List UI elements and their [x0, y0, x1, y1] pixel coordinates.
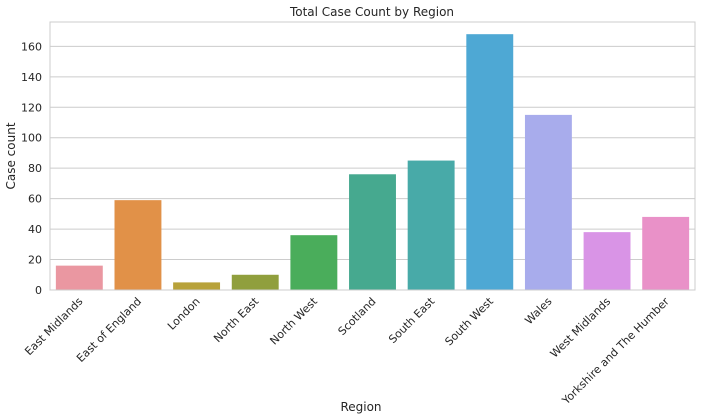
- bar: [173, 282, 221, 290]
- chart-title: Total Case Count by Region: [289, 5, 454, 19]
- x-tick-label: North East: [211, 294, 262, 345]
- x-tick-label: West Midlands: [548, 295, 614, 361]
- bar: [349, 174, 396, 290]
- x-tick-label: Yorkshire and The Humber: [559, 295, 672, 408]
- bar: [231, 274, 279, 290]
- y-tick-label: 140: [21, 71, 42, 84]
- bars: [55, 34, 690, 291]
- bar: [642, 216, 690, 290]
- y-axis-label: Case count: [4, 122, 18, 189]
- bar: [524, 114, 572, 291]
- y-tick-label: 0: [35, 284, 42, 297]
- x-tick-label: East Midlands: [22, 295, 85, 358]
- bar: [290, 235, 338, 290]
- bar: [466, 34, 514, 290]
- x-tick-label: Scotland: [336, 295, 379, 338]
- bar: [114, 200, 162, 290]
- bar: [583, 232, 631, 290]
- y-tick-label: 100: [21, 132, 42, 145]
- y-tick-label: 160: [21, 40, 42, 53]
- x-tick-label: Wales: [522, 295, 554, 327]
- y-tick-label: 40: [28, 223, 42, 236]
- y-tick-label: 60: [28, 193, 42, 206]
- x-tick-label: East of England: [74, 295, 144, 365]
- y-tick-labels: 0 20 40 60 80 100 120 140 160: [21, 40, 42, 297]
- x-axis-label: Region: [340, 400, 381, 414]
- bar: [55, 265, 103, 290]
- x-tick-label: London: [165, 295, 203, 333]
- x-tick-label: South East: [386, 294, 438, 346]
- x-tick-label: North West: [267, 294, 320, 347]
- plot-frame: [49, 21, 696, 291]
- bar: [407, 160, 455, 290]
- y-tick-label: 120: [21, 101, 42, 114]
- y-tick-label: 80: [28, 162, 42, 175]
- x-tick-label: South West: [442, 294, 496, 348]
- y-tick-label: 20: [28, 254, 42, 267]
